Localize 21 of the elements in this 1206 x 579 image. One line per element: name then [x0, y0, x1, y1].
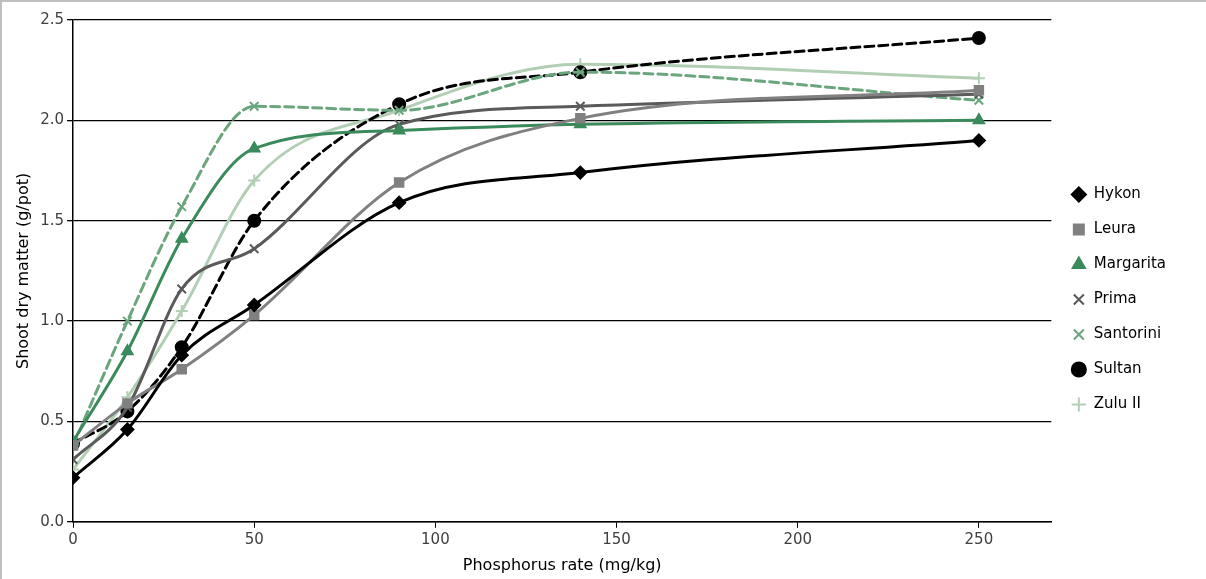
- legend-label: Zulu II: [1093, 394, 1141, 413]
- x-tick-label: 50: [244, 529, 264, 548]
- x-tick-label: 0: [68, 529, 78, 548]
- legend-label: Santorini: [1093, 324, 1162, 343]
- legend-label: Prima: [1093, 289, 1137, 308]
- legend-label: Margarita: [1093, 254, 1167, 273]
- y-tick-label: 1.5: [40, 210, 65, 229]
- x-tick-label: 200: [783, 529, 813, 548]
- y-tick-label: 2.0: [40, 110, 65, 129]
- y-tick-label: 1.0: [40, 310, 65, 329]
- y-tick-label: 0.0: [40, 511, 65, 530]
- legend-label: Leura: [1093, 219, 1137, 238]
- x-axis-title: Phosphorus rate (mg/kg): [462, 554, 662, 574]
- legend-label: Hykon: [1093, 184, 1141, 203]
- y-axis-title: Shoot dry matter (g/pot): [12, 172, 32, 370]
- x-tick-label: 150: [602, 529, 631, 548]
- x-tick-label: 100: [421, 529, 450, 548]
- y-tick-label: 2.5: [40, 9, 65, 28]
- legend-label: Sultan: [1093, 359, 1142, 378]
- y-tick-label: 0.5: [40, 411, 65, 430]
- x-tick-label: 250: [964, 529, 994, 548]
